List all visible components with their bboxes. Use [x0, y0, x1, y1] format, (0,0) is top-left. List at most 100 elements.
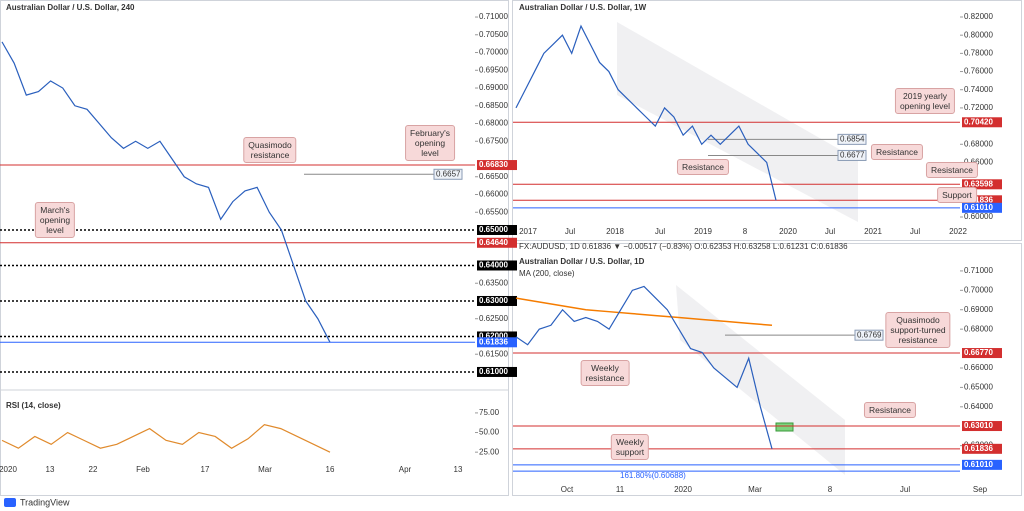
- x-tick-label: Jul: [900, 485, 910, 494]
- y-tick-label: 0.66500: [479, 172, 508, 181]
- y-tick-label: 0.63500: [479, 278, 508, 287]
- annotation: Resistance: [863, 402, 917, 418]
- level-label-bg: [477, 237, 517, 248]
- level-label-bg: [477, 260, 517, 271]
- level-label: 0.64640: [479, 238, 508, 247]
- annotation: 2019 yearly opening level: [894, 88, 956, 114]
- annotation: March's opening level: [34, 202, 76, 238]
- price-box-label: 0.6769: [857, 330, 882, 339]
- chart-title: Australian Dollar / U.S. Dollar, 240: [6, 3, 135, 12]
- price-line: [1, 424, 331, 453]
- price-box: [837, 149, 867, 161]
- level-label: 0.65000: [479, 225, 508, 234]
- y-tick-label: 0.76000: [964, 67, 993, 76]
- y-tick-label: 0.66000: [479, 190, 508, 199]
- symbol-legend: FX:AUDUSD, 1D 0.61836 ▼ −0.00517 (−0.83%…: [519, 242, 848, 251]
- level-label-bg: [477, 366, 517, 377]
- annotation: Resistance: [925, 162, 979, 178]
- price-line: [515, 285, 773, 449]
- brand-logo: [4, 498, 16, 507]
- y-tick-label: 0.60000: [964, 212, 993, 221]
- y-tick-label: 0.69500: [479, 65, 508, 74]
- level-label: 0.63598: [964, 179, 993, 188]
- level-label-bg: [962, 179, 1002, 190]
- x-tick-label: Mar: [258, 465, 272, 474]
- x-tick-label: 2017: [519, 227, 537, 236]
- fib-label: 161.80%(0.60688): [620, 471, 686, 480]
- annotation: Weekly resistance: [580, 360, 630, 386]
- y-tick-label: 0.70500: [479, 30, 508, 39]
- annotation: Support: [937, 187, 977, 203]
- x-tick-label: 2022: [949, 227, 967, 236]
- x-tick-label: 2021: [864, 227, 882, 236]
- y-tick-label: 0.64000: [964, 402, 993, 411]
- y-tick-label: 0.62500: [479, 314, 508, 323]
- chart-title: Australian Dollar / U.S. Dollar, 1W: [519, 3, 647, 12]
- channel: [676, 285, 845, 475]
- annotation: February's opening level: [405, 125, 455, 161]
- level-label-bg: [962, 421, 1002, 432]
- y-tick-label: 0.78000: [964, 48, 993, 57]
- ma-legend: MA (200, close): [519, 269, 575, 278]
- x-tick-label: 2019: [694, 227, 712, 236]
- x-tick-label: 2020: [0, 465, 17, 474]
- y-tick-label: 0.68000: [479, 119, 508, 128]
- level-label: 0.63010: [964, 421, 993, 430]
- level-label-bg: [962, 202, 1002, 213]
- price-line: [1, 41, 331, 343]
- level-label: 0.63000: [479, 296, 508, 305]
- level-label-bg: [477, 331, 517, 342]
- chart-title: RSI (14, close): [6, 401, 61, 410]
- y-tick-label: 0.68000: [964, 324, 993, 333]
- level-label: 0.61836: [964, 444, 993, 453]
- x-tick-label: 16: [326, 465, 335, 474]
- y-tick-label: 0.66000: [964, 363, 993, 372]
- y-tick-label: 0.70000: [964, 285, 993, 294]
- x-tick-label: 22: [89, 465, 98, 474]
- level-label: 0.61000: [479, 367, 508, 376]
- y-tick-label: 0.82000: [964, 12, 993, 21]
- y-tick-label: 0.65000: [964, 383, 993, 392]
- level-label-bg: [962, 443, 1002, 454]
- level-label: 0.61836: [479, 337, 508, 346]
- y-tick-label: 75.00: [479, 408, 500, 417]
- x-tick-label: Jul: [910, 227, 920, 236]
- y-tick-label: 0.71000: [479, 12, 508, 21]
- y-tick-label: 0.65500: [479, 207, 508, 216]
- annotation: Weekly support: [610, 434, 650, 460]
- price-box: [854, 329, 884, 341]
- price-box: [837, 133, 867, 145]
- panel-frame: [0, 0, 509, 496]
- x-tick-label: 17: [201, 465, 210, 474]
- x-tick-label: Mar: [748, 485, 762, 494]
- y-tick-label: 0.80000: [964, 30, 993, 39]
- level-label-bg: [962, 459, 1002, 470]
- level-label: 0.62000: [479, 332, 508, 341]
- x-tick-label: Apr: [399, 465, 412, 474]
- y-tick-label: 0.68500: [479, 101, 508, 110]
- level-label: 0.61836: [964, 195, 993, 204]
- x-tick-label: 2018: [606, 227, 624, 236]
- price-line: [515, 24, 777, 201]
- y-tick-label: 0.68000: [964, 139, 993, 148]
- y-tick-label: 0.61500: [479, 349, 508, 358]
- price-box-label: 0.6657: [436, 169, 461, 178]
- x-tick-label: Sep: [973, 485, 988, 494]
- y-tick-label: 0.70000: [479, 48, 508, 57]
- x-tick-label: 2020: [674, 485, 692, 494]
- y-tick-label: 50.00: [479, 428, 500, 437]
- annotation: Quasimodo resistance: [243, 137, 297, 163]
- x-tick-label: 8: [743, 227, 748, 236]
- x-tick-label: Feb: [136, 465, 150, 474]
- x-tick-label: Jul: [655, 227, 665, 236]
- chart-title: Australian Dollar / U.S. Dollar, 1D: [519, 257, 645, 266]
- level-label: 0.66830: [479, 160, 508, 169]
- level-label-bg: [477, 337, 517, 348]
- level-label: 0.70420: [964, 117, 993, 126]
- level-label-bg: [962, 195, 1002, 206]
- moving-average: [515, 297, 773, 327]
- panel-frame: [512, 0, 1022, 241]
- level-label: 0.61010: [964, 460, 993, 469]
- price-box-label: 0.6854: [840, 134, 865, 143]
